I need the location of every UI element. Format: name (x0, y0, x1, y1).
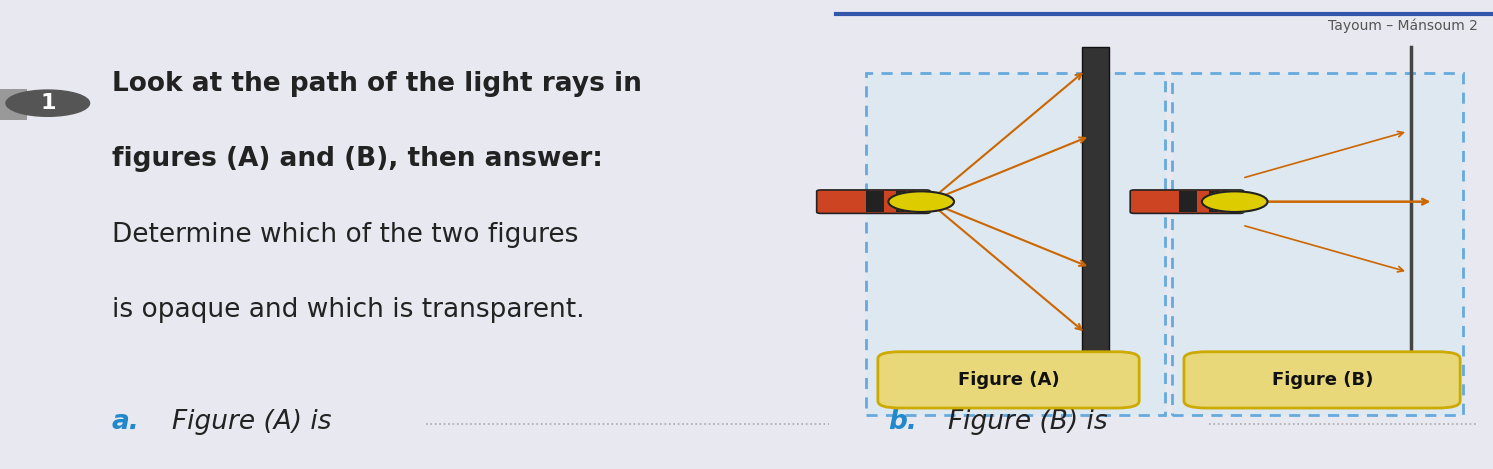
FancyBboxPatch shape (1184, 352, 1460, 408)
Text: Tayoum – Mánsoum 2: Tayoum – Mánsoum 2 (1329, 19, 1478, 33)
FancyBboxPatch shape (878, 352, 1139, 408)
Text: figures (A) and (B), then answer:: figures (A) and (B), then answer: (112, 146, 603, 173)
FancyBboxPatch shape (1209, 191, 1227, 212)
Text: Figure (A) is: Figure (A) is (172, 409, 339, 435)
Text: 1: 1 (40, 93, 55, 113)
FancyBboxPatch shape (866, 73, 1165, 415)
Circle shape (1202, 191, 1268, 212)
Text: is opaque and which is transparent.: is opaque and which is transparent. (112, 296, 585, 323)
Text: Figure (B) is: Figure (B) is (948, 409, 1117, 435)
Circle shape (6, 90, 90, 116)
Text: Figure (B): Figure (B) (1272, 371, 1374, 389)
FancyBboxPatch shape (866, 191, 884, 212)
FancyBboxPatch shape (896, 191, 914, 212)
Circle shape (888, 191, 954, 212)
Text: Determine which of the two figures: Determine which of the two figures (112, 221, 578, 248)
FancyBboxPatch shape (1172, 73, 1463, 415)
Text: Look at the path of the light rays in: Look at the path of the light rays in (112, 71, 642, 98)
FancyBboxPatch shape (0, 89, 27, 120)
FancyBboxPatch shape (1130, 190, 1244, 213)
FancyBboxPatch shape (817, 190, 930, 213)
FancyBboxPatch shape (1179, 191, 1197, 212)
Text: Figure (A): Figure (A) (959, 371, 1060, 389)
FancyBboxPatch shape (1082, 47, 1109, 375)
Text: b.: b. (888, 409, 917, 435)
Text: a.: a. (112, 409, 140, 435)
